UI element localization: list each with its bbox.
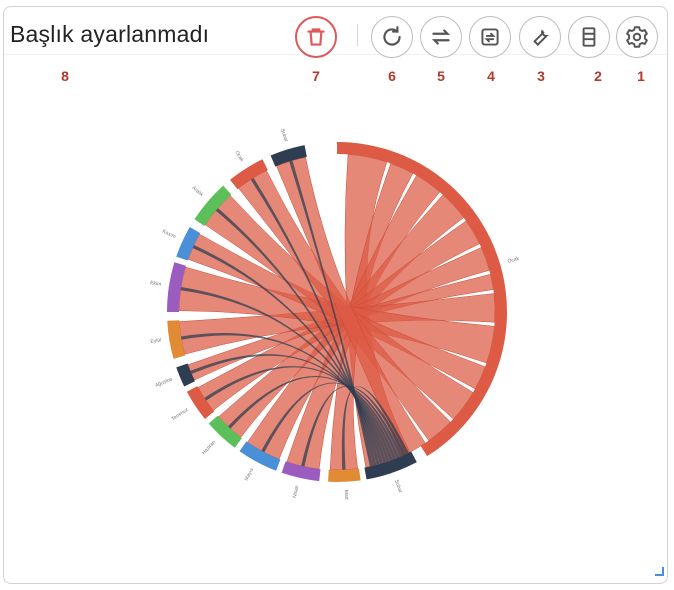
export-icon [481,28,499,46]
marker-export: 4 [487,68,495,84]
toolbar-separator [357,24,358,46]
marker-refresh: 6 [388,68,396,84]
marker-delete: 7 [312,68,320,84]
marker-swap: 5 [437,68,445,84]
data-table-button[interactable] [568,16,610,58]
marker-tools: 3 [537,68,545,84]
widget-title: Başlık ayarlanmadı [10,21,210,47]
export-button[interactable] [469,16,511,58]
settings-button[interactable] [616,16,658,58]
marker-settings: 1 [637,68,645,84]
resize-handle[interactable] [653,565,665,577]
swap-button[interactable] [420,16,462,58]
refresh-button[interactable] [371,16,413,58]
wrench-icon [533,30,549,46]
tools-button[interactable] [519,16,561,58]
swap-icon [431,29,451,45]
table-icon [582,27,596,47]
header-divider [4,54,667,55]
marker-data-table: 2 [594,68,602,84]
refresh-icon [383,26,401,46]
delete-button[interactable] [295,16,337,58]
marker-title: 8 [61,68,69,84]
trash-icon [307,28,325,46]
widget-panel: Başlık ayarlanmadı [3,6,668,584]
gear-icon [626,26,648,48]
